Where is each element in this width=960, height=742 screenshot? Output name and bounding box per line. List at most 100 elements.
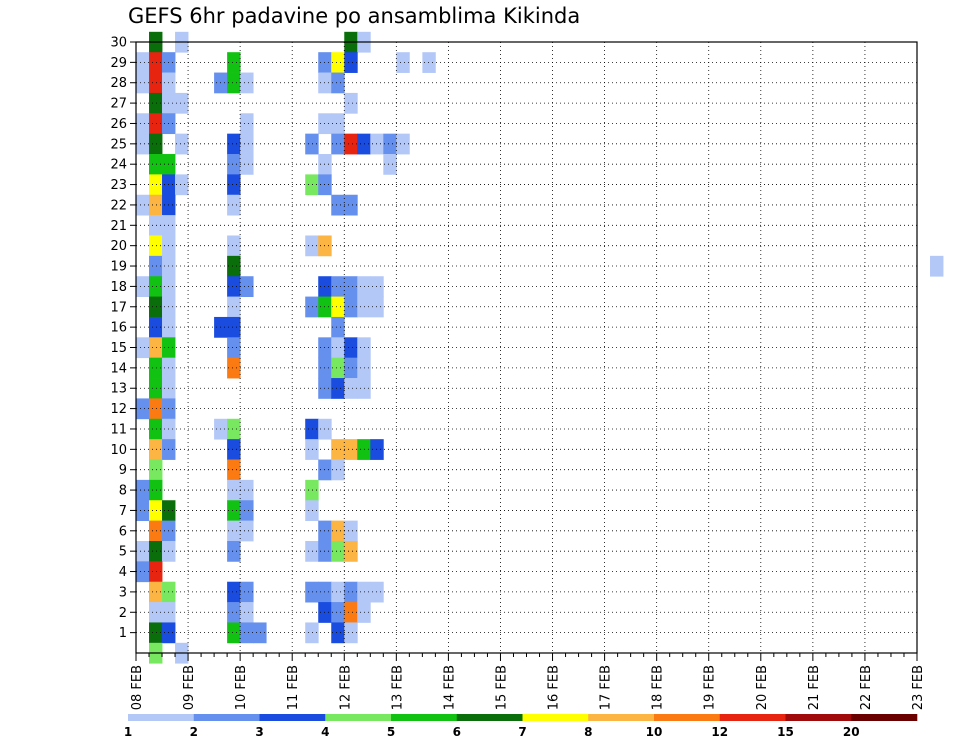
heatmap-cell — [227, 174, 241, 196]
heatmap-cell — [149, 296, 163, 318]
heatmap-cell — [149, 439, 163, 460]
heatmap-cell — [136, 337, 150, 359]
heatmap-cell — [331, 540, 345, 562]
x-tick-label: 22 FEB — [859, 665, 874, 710]
legend-swatch — [588, 714, 655, 721]
heatmap-cell — [227, 418, 241, 440]
y-tick-label: 27 — [110, 97, 127, 112]
heatmap-cell — [227, 235, 241, 257]
y-tick-label: 25 — [110, 137, 127, 152]
heatmap-cell — [305, 540, 319, 562]
heatmap-cell — [227, 133, 241, 155]
heatmap-cell — [344, 439, 358, 460]
heatmap-cell — [305, 479, 319, 501]
heatmap-cell — [930, 255, 944, 277]
heatmap-cell — [240, 622, 254, 644]
legend-swatch — [522, 714, 589, 721]
y-tick-label: 26 — [110, 117, 127, 132]
x-tick-label: 08 FEB — [130, 665, 145, 710]
x-tick-label: 23 FEB — [911, 665, 926, 710]
heatmap-cell — [331, 276, 345, 297]
heatmap-cell — [344, 92, 358, 114]
heatmap-cell — [149, 459, 163, 481]
heatmap-cell — [149, 316, 163, 338]
heatmap-cell — [305, 235, 319, 257]
y-tick-label: 24 — [110, 158, 127, 173]
heatmap-cell — [331, 316, 345, 338]
legend-swatch — [193, 714, 260, 721]
heatmap-cell — [383, 154, 397, 175]
legend-label: 10 — [646, 725, 663, 739]
y-tick-label: 6 — [119, 524, 127, 539]
heatmap-cell — [240, 113, 254, 135]
y-tick-label: 21 — [110, 219, 127, 234]
legend-label: 15 — [777, 725, 794, 739]
x-tick-label: 11 FEB — [286, 665, 301, 710]
heatmap-cell — [357, 357, 371, 379]
heatmap-cell — [136, 398, 150, 420]
x-tick-label: 17 FEB — [599, 665, 614, 710]
heatmap-cell — [370, 133, 384, 155]
heatmap-cell — [149, 154, 163, 175]
heatmap-cell — [253, 622, 267, 644]
heatmap-cell — [136, 540, 150, 562]
heatmap-cell — [396, 133, 410, 155]
heatmap-cell — [357, 602, 371, 623]
y-tick-label: 12 — [110, 402, 127, 417]
heatmap-cell — [227, 581, 241, 603]
heatmap-cell — [422, 52, 436, 73]
legend-label: 8 — [584, 725, 592, 739]
heatmap-cell — [331, 296, 345, 318]
heatmap-cell — [227, 337, 241, 359]
x-tick-label: 16 FEB — [547, 665, 562, 710]
heatmap-cell — [227, 194, 241, 216]
heatmap-cell — [240, 154, 254, 175]
heatmap-cell — [227, 255, 241, 277]
heatmap-cell — [149, 479, 163, 501]
y-tick-label: 22 — [110, 198, 127, 213]
heatmap-cell — [383, 133, 397, 155]
heatmap-cell — [227, 357, 241, 379]
heatmap-cell — [227, 52, 241, 73]
heatmap-cell — [357, 378, 371, 399]
heatmap-cell — [175, 133, 189, 155]
heatmap-cell — [149, 602, 163, 623]
x-tick-label: 18 FEB — [651, 665, 666, 710]
legend-label: 12 — [711, 725, 728, 739]
x-tick-label: 20 FEB — [755, 665, 770, 710]
legend-swatch — [128, 714, 195, 721]
heatmap-cell — [357, 133, 371, 155]
y-tick-label: 5 — [119, 545, 127, 560]
heatmap-cell — [357, 296, 371, 318]
chart-title: GEFS 6hr padavine po ansamblima Kikinda — [128, 4, 581, 28]
y-tick-label: 15 — [110, 341, 127, 356]
y-tick-label: 2 — [119, 606, 127, 621]
heatmap-cell — [331, 439, 345, 460]
legend-swatch — [654, 714, 721, 721]
heatmap-cell — [240, 133, 254, 155]
heatmap-cell — [331, 581, 345, 603]
heatmap-cell — [136, 561, 150, 583]
heatmap-cell — [344, 133, 358, 155]
y-tick-label: 17 — [110, 300, 127, 315]
y-tick-label: 28 — [110, 76, 127, 91]
y-tick-label: 10 — [110, 443, 127, 458]
heatmap-cell — [305, 174, 319, 196]
heatmap-cell — [305, 133, 319, 155]
legend-swatch — [719, 714, 786, 721]
heatmap-cell — [331, 52, 345, 73]
heatmap-cell — [331, 520, 345, 542]
y-tick-label: 16 — [110, 321, 127, 336]
heatmap-cell — [396, 52, 410, 73]
heatmap-cell — [149, 622, 163, 644]
heatmap-cell — [240, 500, 254, 522]
legend-swatch — [391, 714, 458, 721]
y-tick-label: 23 — [110, 178, 127, 193]
legend-swatch — [325, 714, 392, 721]
legend-label: 5 — [387, 725, 395, 739]
heatmap-cell — [149, 113, 163, 135]
heatmap-cell — [149, 52, 163, 73]
heatmap-cell — [357, 581, 371, 603]
heatmap-cell — [149, 581, 163, 603]
heatmap-cell — [136, 72, 150, 94]
